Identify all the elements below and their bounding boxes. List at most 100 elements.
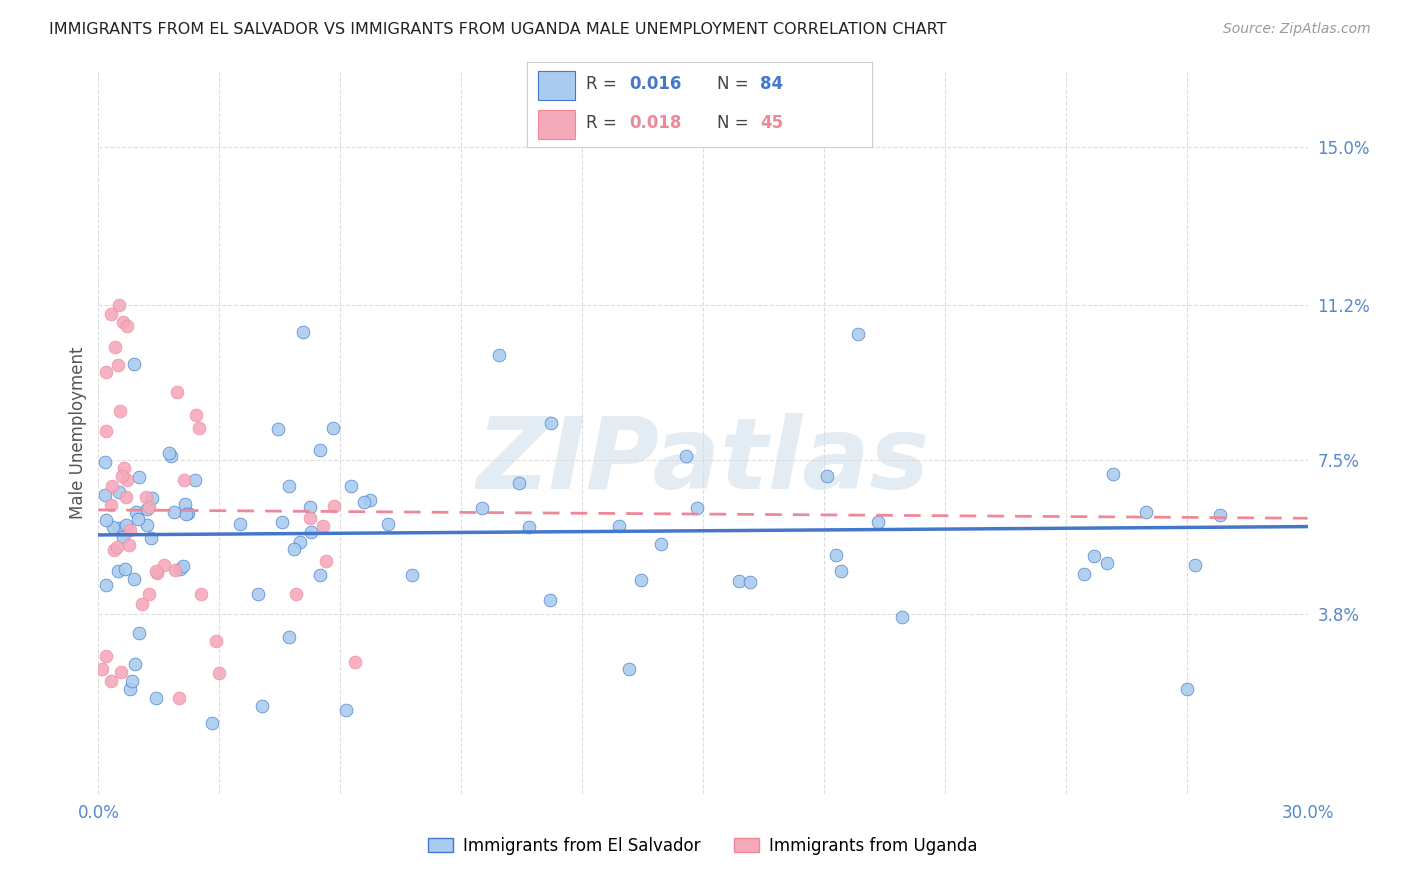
Point <box>105 540 128 554</box>
Point <box>270 516 292 530</box>
Point <box>815 468 838 483</box>
Point <box>323 500 346 514</box>
Point <box>108 484 131 499</box>
Point <box>190 586 212 600</box>
Point <box>146 566 169 581</box>
Point <box>1135 505 1157 519</box>
Point <box>675 449 697 463</box>
Point <box>299 524 322 539</box>
Point <box>285 587 308 601</box>
Point <box>517 519 540 533</box>
Point <box>728 574 751 588</box>
Point <box>111 530 134 544</box>
Point <box>118 524 141 538</box>
Point <box>141 491 163 505</box>
Point <box>101 479 124 493</box>
Point <box>250 699 273 714</box>
Point <box>298 511 321 525</box>
Point <box>846 327 869 342</box>
Point <box>108 404 131 418</box>
Point <box>401 568 423 582</box>
Point <box>309 568 332 582</box>
Point <box>152 558 174 573</box>
Point <box>100 674 122 689</box>
Point <box>335 703 357 717</box>
Point <box>868 515 890 529</box>
Point <box>111 468 134 483</box>
Point <box>103 520 125 534</box>
Point <box>115 474 138 488</box>
Point <box>115 319 138 334</box>
Text: R =: R = <box>586 114 621 132</box>
Text: N =: N = <box>717 76 754 94</box>
Point <box>124 657 146 672</box>
Point <box>288 534 311 549</box>
Point <box>135 490 157 504</box>
Point <box>121 674 143 689</box>
Point <box>108 521 131 535</box>
Point <box>1102 467 1125 482</box>
Point <box>103 543 125 558</box>
Point <box>169 561 191 575</box>
Point <box>283 541 305 556</box>
Point <box>340 479 363 493</box>
Point <box>125 505 148 519</box>
Point <box>1184 558 1206 573</box>
Point <box>246 587 269 601</box>
Point <box>278 479 301 493</box>
Point <box>174 507 197 521</box>
Point <box>1073 566 1095 581</box>
Point <box>96 365 118 379</box>
Point <box>830 564 852 578</box>
Point <box>650 537 672 551</box>
Point <box>1095 556 1118 570</box>
Point <box>177 506 200 520</box>
Point <box>94 455 117 469</box>
Point <box>115 517 138 532</box>
Text: 84: 84 <box>759 76 783 94</box>
Text: R =: R = <box>586 76 621 94</box>
Point <box>172 559 194 574</box>
Point <box>91 662 114 676</box>
Point <box>228 517 250 532</box>
Point <box>312 519 335 533</box>
Point <box>128 625 150 640</box>
Point <box>267 422 290 436</box>
Point <box>107 564 129 578</box>
Point <box>145 690 167 705</box>
Point <box>122 572 145 586</box>
Point <box>118 682 141 697</box>
Point <box>377 516 399 531</box>
Bar <box>537 71 575 100</box>
Point <box>825 548 848 562</box>
Point <box>138 587 160 601</box>
Text: 45: 45 <box>759 114 783 132</box>
Point <box>184 409 207 423</box>
Point <box>508 476 530 491</box>
Point <box>309 443 332 458</box>
Point <box>201 715 224 730</box>
Text: 0.016: 0.016 <box>628 76 682 94</box>
Point <box>93 487 115 501</box>
Point <box>322 421 344 435</box>
Point <box>96 424 118 438</box>
Point <box>100 307 122 321</box>
Point <box>167 690 190 705</box>
Text: Source: ZipAtlas.com: Source: ZipAtlas.com <box>1223 22 1371 37</box>
Point <box>1177 682 1199 697</box>
Point <box>343 655 366 669</box>
Point <box>617 662 640 676</box>
Text: IMMIGRANTS FROM EL SALVADOR VS IMMIGRANTS FROM UGANDA MALE UNEMPLOYMENT CORRELAT: IMMIGRANTS FROM EL SALVADOR VS IMMIGRANT… <box>49 22 946 37</box>
Point <box>165 563 187 577</box>
Point <box>145 564 167 578</box>
Point <box>359 492 381 507</box>
Point <box>114 562 136 576</box>
Point <box>184 473 207 487</box>
Point <box>471 500 494 515</box>
Point <box>103 340 125 354</box>
Bar <box>537 110 575 139</box>
Point <box>127 511 149 525</box>
Legend: Immigrants from El Salvador, Immigrants from Uganda: Immigrants from El Salvador, Immigrants … <box>422 830 984 862</box>
Point <box>131 597 153 611</box>
Point <box>173 473 195 487</box>
